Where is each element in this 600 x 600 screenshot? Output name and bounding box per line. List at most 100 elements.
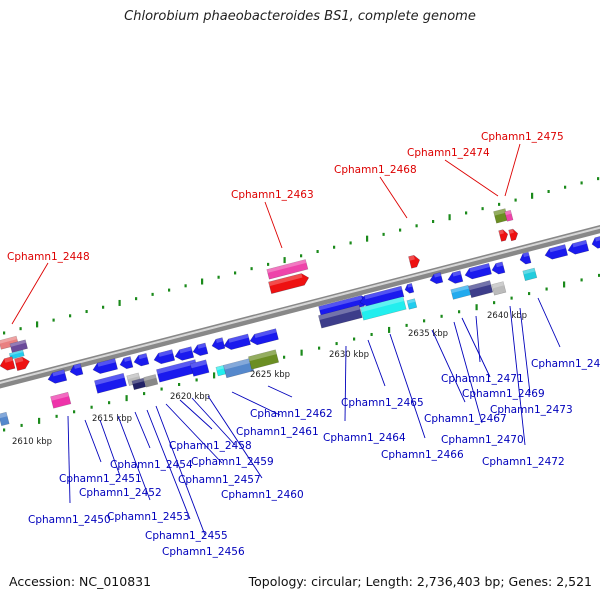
track-dot — [3, 428, 6, 432]
kbp-tick-label: 2620 kbp — [170, 392, 210, 402]
gene-feature — [153, 349, 176, 365]
gene-shine — [197, 343, 207, 349]
track-dot — [366, 235, 369, 242]
gene-feature — [192, 342, 209, 356]
upper-gene-label: Cphamn1_2468 — [334, 164, 417, 176]
track-dot — [531, 192, 534, 199]
gene-box — [360, 296, 407, 321]
gene-highlight — [266, 259, 307, 273]
lower-gene-label: Cphamn1_2452 — [79, 487, 162, 499]
gene-box — [0, 411, 10, 427]
lower-gene-label: Cphamn1_2455 — [145, 530, 228, 542]
track-dot — [217, 275, 220, 279]
gene-feature — [133, 353, 150, 367]
lower-gene-label: Cphamn1_2465 — [341, 397, 424, 409]
gene-arrow — [92, 358, 118, 374]
gene-shine — [469, 263, 490, 273]
track-dot — [597, 177, 600, 181]
upper-gene-label-connector — [379, 176, 408, 219]
lower-gene-label-connector — [165, 403, 223, 464]
gene-highlight — [0, 336, 18, 344]
gene-box — [266, 259, 309, 280]
gene-box — [522, 267, 538, 282]
lower-gene-label: Cphamn1_2454 — [110, 459, 193, 471]
track-dot — [465, 211, 468, 215]
gene-feature — [567, 239, 590, 255]
gene-highlight — [450, 285, 470, 294]
track-dot — [300, 254, 303, 258]
upper-gene-label-connector — [444, 159, 499, 197]
gene-arrow — [192, 342, 209, 356]
track-dot — [160, 387, 163, 391]
track-dot — [73, 410, 76, 414]
gene-highlight — [360, 296, 405, 313]
kbp-ticks: 2610 kbp 2615 kbp 2620 kbp 2625 kbp 2630 kbp… — [12, 311, 527, 447]
topology-summary: Topology: circular; Length: 2,736,403 bp… — [248, 574, 592, 589]
gene-arrow — [429, 272, 444, 285]
gene-box — [94, 372, 127, 394]
lower-gene-label: Cphamn1_2450 — [28, 514, 111, 526]
lower-gene-label-connector — [461, 317, 491, 378]
track-dot — [388, 326, 391, 333]
gene-highlight — [9, 349, 24, 356]
upper-gene-label-connector — [504, 143, 521, 197]
gene-arrow — [174, 346, 195, 361]
gene-highlight — [50, 392, 69, 401]
gene-highlight — [143, 374, 157, 381]
track-dot — [69, 314, 72, 318]
lower-gene-label: Cphamn1_2473 — [490, 404, 573, 416]
lower-gene-label: Cphamn1_2459 — [191, 456, 274, 468]
gene-shine — [73, 363, 82, 369]
track-dot — [20, 423, 23, 427]
gene-shine — [318, 295, 363, 311]
gene-highlight — [215, 365, 225, 371]
track-dot — [349, 241, 352, 245]
gene-shine — [408, 255, 415, 261]
track-dot — [498, 202, 501, 206]
gene-arrow — [223, 333, 251, 350]
gene-shine — [498, 229, 504, 235]
lower-gene-label-connector — [475, 315, 481, 363]
gene-feature — [0, 411, 10, 427]
track-dot — [528, 292, 531, 296]
kbp-tick-label: 2625 kbp — [250, 370, 290, 380]
lower-gene-label-connector — [509, 305, 526, 446]
gene-feature — [508, 228, 519, 242]
track-dot — [316, 250, 319, 254]
track-dot — [564, 185, 567, 189]
gene-box — [491, 281, 507, 296]
track-dot — [178, 382, 181, 386]
gene-feature — [318, 304, 363, 329]
gene-feature — [248, 349, 280, 370]
gene-feature — [47, 369, 68, 384]
track-dot — [545, 287, 548, 291]
track-dot — [580, 278, 583, 282]
gene-highlight — [94, 373, 125, 386]
gene-arrow — [133, 353, 150, 367]
upper-gene-label-connector — [11, 262, 49, 325]
lower-gene-label-connector — [344, 345, 347, 422]
gene-shine — [549, 244, 566, 253]
track-dot — [481, 207, 484, 211]
track-dot — [125, 395, 128, 402]
track-dot — [36, 321, 39, 328]
lower-gene-label: Cphamn1_2457 — [178, 474, 261, 486]
gene-highlight — [491, 281, 505, 289]
gene-box — [468, 280, 494, 299]
gene-box — [8, 349, 25, 360]
track-dot — [440, 314, 443, 318]
lower-gene-label: Cphamn1_2464 — [323, 432, 406, 444]
gene-feature — [266, 259, 309, 280]
lower-gene-label: Cphamn1_2453 — [107, 511, 190, 523]
gene-shine — [215, 337, 224, 343]
gene-shine — [138, 353, 148, 360]
gene-feature — [268, 273, 310, 294]
gene-feature — [143, 374, 159, 388]
track-dot — [300, 349, 303, 356]
track-dot — [168, 288, 171, 292]
gene-shine — [433, 272, 442, 278]
track-dot — [38, 417, 41, 424]
track-dot — [415, 224, 418, 228]
gene-highlight — [504, 210, 512, 216]
gene-box — [50, 391, 72, 409]
